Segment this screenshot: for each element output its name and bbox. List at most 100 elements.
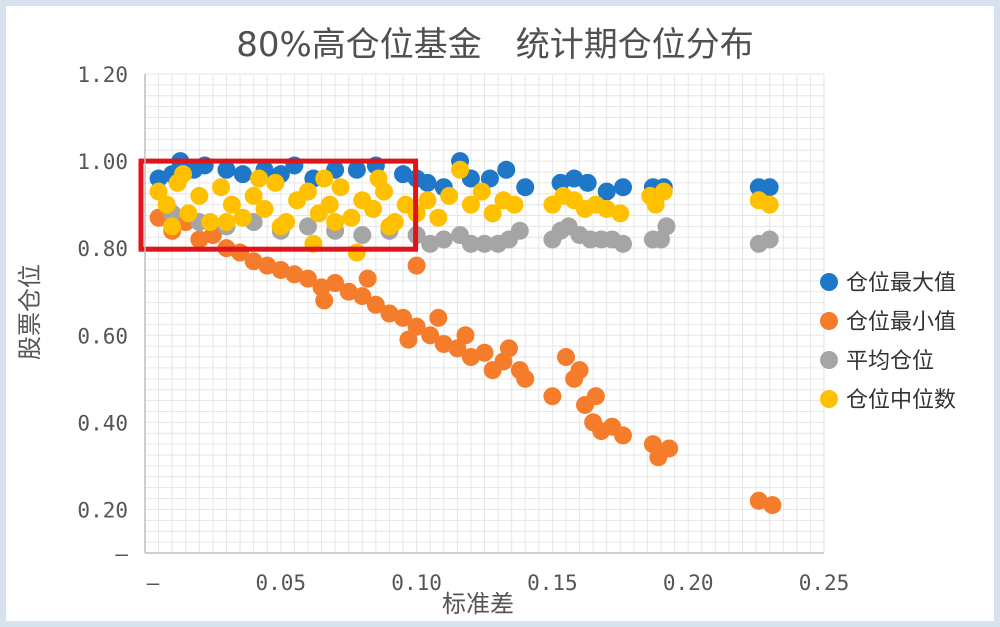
data-point bbox=[421, 326, 440, 345]
data-point bbox=[543, 387, 562, 406]
data-point bbox=[250, 169, 269, 188]
data-point bbox=[347, 160, 366, 179]
data-point bbox=[480, 169, 499, 188]
data-point bbox=[364, 199, 383, 218]
data-point bbox=[461, 195, 480, 214]
data-point bbox=[217, 213, 236, 232]
chart-title: 80%高仓位基金 统计期仓位分布 bbox=[236, 25, 754, 65]
data-point bbox=[190, 186, 209, 205]
data-point bbox=[456, 326, 475, 345]
data-point bbox=[201, 213, 220, 232]
data-point bbox=[157, 195, 176, 214]
y-tick-label: 1.20 bbox=[77, 63, 128, 87]
data-point bbox=[174, 165, 193, 184]
x-tick-label: 0.15 bbox=[527, 571, 578, 595]
data-point bbox=[394, 165, 413, 184]
data-point bbox=[763, 496, 782, 515]
data-point bbox=[369, 169, 388, 188]
data-point bbox=[149, 182, 168, 201]
data-point bbox=[258, 256, 277, 275]
data-point bbox=[570, 361, 589, 380]
data-point bbox=[190, 230, 209, 249]
data-point bbox=[298, 269, 317, 288]
data-point bbox=[760, 178, 779, 197]
data-point bbox=[394, 308, 413, 327]
highlight-box bbox=[138, 158, 419, 252]
data-point bbox=[510, 221, 529, 240]
legend-marker bbox=[820, 273, 838, 291]
data-point bbox=[233, 165, 252, 184]
data-point bbox=[366, 295, 385, 314]
y-tick-label: 1.00 bbox=[77, 150, 128, 174]
data-point bbox=[163, 217, 182, 236]
data-point bbox=[233, 208, 252, 227]
data-point bbox=[222, 195, 241, 214]
data-point bbox=[217, 160, 236, 179]
data-point bbox=[448, 339, 467, 358]
data-point bbox=[331, 178, 350, 197]
data-point bbox=[399, 330, 418, 349]
x-tick-label: 0.20 bbox=[663, 571, 714, 595]
data-point bbox=[421, 234, 440, 253]
legend-marker bbox=[820, 390, 838, 408]
data-point bbox=[475, 234, 494, 253]
data-point bbox=[353, 226, 372, 245]
data-point bbox=[475, 343, 494, 362]
data-point bbox=[497, 160, 516, 179]
x-tick-label: 0.05 bbox=[256, 571, 307, 595]
data-point bbox=[597, 199, 616, 218]
data-point bbox=[440, 186, 459, 205]
data-point bbox=[556, 348, 575, 367]
data-point bbox=[614, 178, 633, 197]
data-point bbox=[380, 304, 399, 323]
data-point bbox=[483, 204, 502, 223]
data-point bbox=[660, 439, 679, 458]
data-point bbox=[244, 186, 263, 205]
grid-lines bbox=[144, 73, 825, 554]
data-point bbox=[298, 182, 317, 201]
data-point bbox=[418, 173, 437, 192]
data-point bbox=[326, 213, 345, 232]
data-point bbox=[657, 217, 676, 236]
data-point bbox=[760, 230, 779, 249]
y-axis-label: 股票仓位 bbox=[16, 264, 44, 360]
data-point bbox=[586, 387, 605, 406]
data-point bbox=[320, 195, 339, 214]
data-point bbox=[347, 243, 366, 262]
data-point bbox=[315, 291, 334, 310]
data-point bbox=[266, 173, 285, 192]
x-axis-label: 标准差 bbox=[442, 590, 514, 618]
y-tick-label: 0.60 bbox=[77, 324, 128, 348]
data-points bbox=[149, 152, 782, 515]
data-point bbox=[578, 173, 597, 192]
data-point bbox=[646, 195, 665, 214]
y-tick-label: 0.80 bbox=[77, 237, 128, 261]
data-point bbox=[244, 252, 263, 271]
data-point bbox=[434, 334, 453, 353]
data-point bbox=[611, 204, 630, 223]
data-point bbox=[255, 199, 274, 218]
data-point bbox=[516, 178, 535, 197]
data-point bbox=[285, 265, 304, 284]
data-point bbox=[614, 426, 633, 445]
legend-label: 仓位最大值 bbox=[846, 271, 956, 296]
data-point bbox=[326, 274, 345, 293]
legend-label: 平均仓位 bbox=[846, 349, 934, 374]
x-tick-label: 0.25 bbox=[799, 571, 850, 595]
data-point bbox=[149, 169, 168, 188]
data-point bbox=[358, 269, 377, 288]
data-point bbox=[298, 217, 317, 236]
legend-marker bbox=[820, 351, 838, 369]
legend-label: 仓位中位数 bbox=[846, 388, 956, 413]
data-point bbox=[516, 369, 535, 388]
data-point bbox=[271, 260, 290, 279]
data-point bbox=[429, 208, 448, 227]
data-point bbox=[353, 287, 372, 306]
data-point bbox=[597, 182, 616, 201]
data-point bbox=[499, 339, 518, 358]
data-point bbox=[339, 282, 358, 301]
legend-label: 仓位最小值 bbox=[846, 310, 956, 335]
y-tick-label: — bbox=[115, 542, 128, 566]
